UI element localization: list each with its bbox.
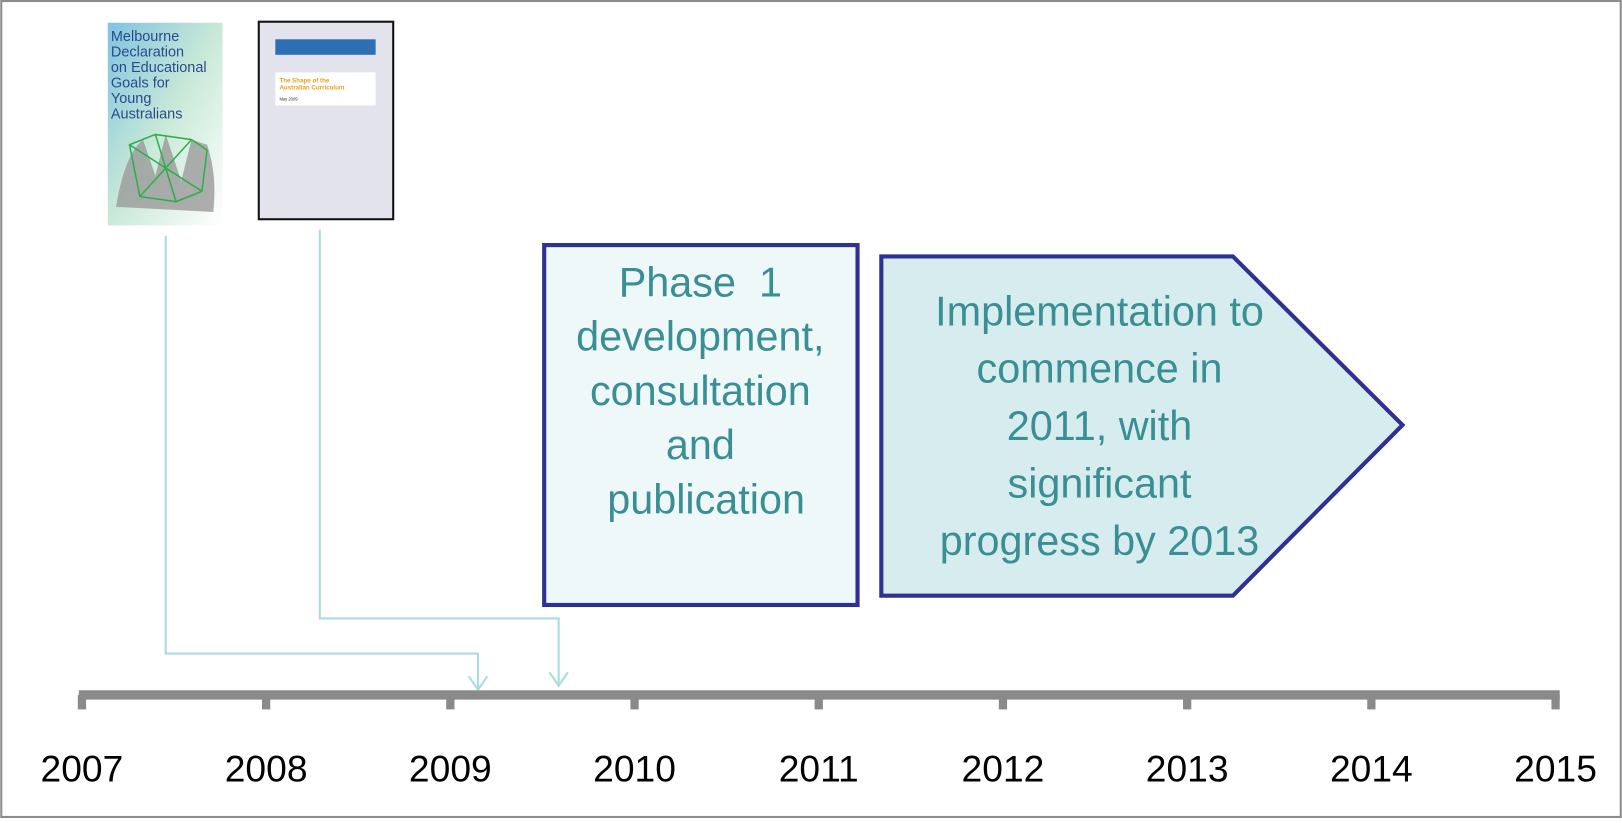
implementation-text-line: 2011, with xyxy=(1007,403,1192,449)
cover-title-line: Melbourne xyxy=(111,29,179,45)
implementation-text-line: commence in xyxy=(977,346,1223,392)
year-label: 2014 xyxy=(1330,747,1413,789)
phase-text-line: publication xyxy=(596,477,805,523)
implementation-text-line: progress by 2013 xyxy=(940,518,1260,564)
implementation-text-line: significant xyxy=(1008,460,1192,506)
cover-title-line: The Shape of the xyxy=(279,77,329,84)
cover-title-line: Australian Curriculum xyxy=(279,85,344,92)
implementation-text-line: Implementation to xyxy=(935,288,1264,334)
year-label: 2013 xyxy=(1146,747,1229,789)
year-label: 2008 xyxy=(225,747,308,789)
slide: MelbourneDeclarationon EducationalGoals … xyxy=(0,0,1622,818)
year-label: 2012 xyxy=(962,747,1045,789)
cover-band xyxy=(275,39,375,55)
phase-text-line: development, xyxy=(576,314,824,360)
phase-text-line: consultation xyxy=(590,368,811,414)
phase-text-line: Phase 1 xyxy=(619,259,782,305)
cover-title-line: Young xyxy=(111,91,152,107)
year-label: 2007 xyxy=(41,747,124,789)
year-label: 2009 xyxy=(409,747,492,789)
year-label: 2011 xyxy=(779,747,859,789)
cover-title-line: on Educational xyxy=(111,60,207,76)
phase-text-line: and xyxy=(666,422,735,468)
cover-title-line: Goals for xyxy=(111,76,170,92)
cover-title-line: Australians xyxy=(111,107,183,123)
page: MelbourneDeclarationon EducationalGoals … xyxy=(0,0,1622,818)
year-label: 2015 xyxy=(1514,747,1597,789)
cover-title-line: Declaration xyxy=(111,45,184,61)
cover-date: May 2009 xyxy=(279,96,298,101)
year-label: 2010 xyxy=(593,747,676,789)
